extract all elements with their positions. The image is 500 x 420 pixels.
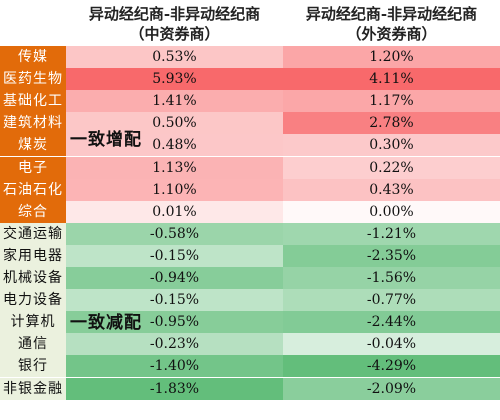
row-category-label: 交通运输 [0, 222, 66, 245]
table-row: 煤炭 0.48% 0.30% [0, 134, 500, 157]
row-category-label: 传媒 [0, 46, 66, 68]
value-cell-foreign: 0.00% [283, 200, 500, 223]
table-row: 通信 -0.23% -0.04% [0, 333, 500, 356]
value-cell-foreign: -2.35% [283, 244, 500, 267]
value-cell-domestic: -0.58% [66, 222, 283, 245]
value-cell-domestic: -0.15% [66, 289, 283, 312]
value-cell-domestic: 1.10% [66, 178, 283, 201]
table-row: 计算机 -0.95% -2.44% [0, 311, 500, 334]
value-cell-domestic: -0.15% [66, 244, 283, 267]
row-category-label: 非银金融 [0, 377, 66, 400]
value-cell-foreign: 2.78% [283, 112, 500, 135]
header-foreign-brokers: 异动经纪商-非异动经纪商 （外资券商） [283, 4, 500, 44]
row-category-label: 机械设备 [0, 267, 66, 289]
value-cell-domestic: 5.93% [66, 68, 283, 91]
group-label-increase: 一致增配 [70, 129, 142, 150]
row-category-label: 通信 [0, 333, 66, 356]
value-cell-foreign: -4.29% [283, 355, 500, 378]
row-category-label: 电子 [0, 156, 66, 179]
table-header: 异动经纪商-非异动经纪商 （中资券商） 异动经纪商-非异动经纪商 （外资券商） [0, 0, 500, 46]
value-cell-domestic: 0.53% [66, 46, 283, 68]
value-cell-domestic: -0.94% [66, 267, 283, 289]
value-cell-foreign: 0.30% [283, 134, 500, 157]
group-label-decrease: 一致减配 [70, 313, 142, 334]
table-row: 非银金融 -1.83% -2.09% [0, 377, 500, 400]
value-cell-foreign: -2.09% [283, 377, 500, 400]
table-row: 综合 0.01% 0.00% [0, 200, 500, 223]
row-category-label: 家用电器 [0, 244, 66, 267]
value-cell-foreign: 4.11% [283, 68, 500, 91]
value-cell-domestic: -0.23% [66, 333, 283, 356]
value-cell-foreign: 0.22% [283, 156, 500, 179]
row-category-label: 基础化工 [0, 90, 66, 113]
table-row: 基础化工 1.41% 1.17% [0, 90, 500, 113]
table-row: 电力设备 -0.15% -0.77% [0, 289, 500, 312]
value-cell-domestic: -1.83% [66, 377, 283, 400]
value-cell-domestic: 0.48% [66, 134, 283, 157]
value-cell-domestic: 0.01% [66, 200, 283, 223]
table-row: 传媒 0.53% 1.20% [0, 46, 500, 68]
value-cell-foreign: -0.77% [283, 289, 500, 312]
value-cell-foreign: 0.43% [283, 178, 500, 201]
value-cell-foreign: -1.21% [283, 222, 500, 245]
table-row: 机械设备 -0.94% -1.56% [0, 267, 500, 289]
header-domestic-brokers: 异动经纪商-非异动经纪商 （中资券商） [66, 4, 283, 44]
row-category-label: 电力设备 [0, 289, 66, 312]
value-cell-domestic: 1.41% [66, 90, 283, 113]
row-category-label: 煤炭 [0, 134, 66, 157]
header-domestic-line2: （中资券商） [129, 25, 220, 43]
header-foreign-line2: （外资券商） [346, 25, 437, 43]
value-cell-domestic: -0.95% [66, 311, 283, 334]
table-row: 电子 1.13% 0.22% [0, 156, 500, 179]
value-cell-foreign: -0.04% [283, 333, 500, 356]
row-category-label: 石油石化 [0, 178, 66, 201]
table-row: 交通运输 -0.58% -1.21% [0, 222, 500, 245]
row-category-label: 综合 [0, 200, 66, 223]
table-row: 建筑材料 0.50% 2.78% [0, 112, 500, 135]
value-cell-foreign: 1.17% [283, 90, 500, 113]
value-cell-foreign: -2.44% [283, 311, 500, 334]
table-row: 医药生物 5.93% 4.11% [0, 68, 500, 91]
row-category-label: 计算机 [0, 311, 66, 334]
header-foreign-line1: 异动经纪商-非异动经纪商 [305, 5, 478, 23]
value-cell-foreign: -1.56% [283, 267, 500, 289]
value-cell-foreign: 1.20% [283, 46, 500, 68]
value-cell-domestic: -1.40% [66, 355, 283, 378]
row-category-label: 医药生物 [0, 68, 66, 91]
value-cell-domestic: 0.50% [66, 112, 283, 135]
table-row: 石油石化 1.10% 0.43% [0, 178, 500, 201]
row-category-label: 银行 [0, 355, 66, 378]
header-domestic-line1: 异动经纪商-非异动经纪商 [88, 5, 261, 23]
table-row: 银行 -1.40% -4.29% [0, 355, 500, 378]
table-row: 家用电器 -0.15% -2.35% [0, 244, 500, 267]
value-cell-domestic: 1.13% [66, 156, 283, 179]
row-category-label: 建筑材料 [0, 112, 66, 135]
